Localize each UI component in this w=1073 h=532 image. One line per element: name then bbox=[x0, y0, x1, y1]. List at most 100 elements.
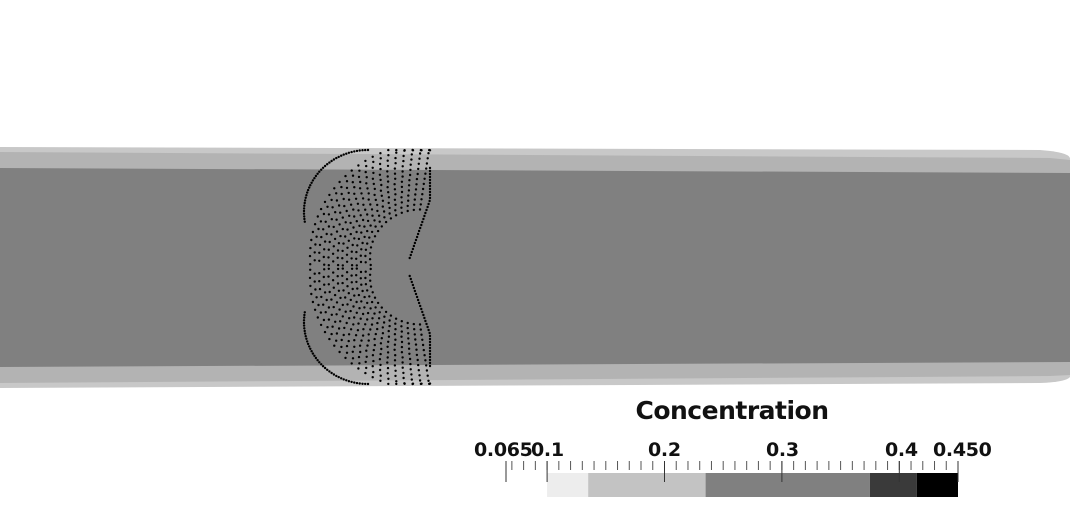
particle bbox=[365, 164, 368, 168]
particle bbox=[328, 240, 331, 244]
particle bbox=[422, 313, 425, 317]
particle-cloud bbox=[302, 148, 432, 386]
particle bbox=[407, 194, 410, 197]
particle bbox=[345, 271, 349, 274]
particle bbox=[338, 350, 341, 354]
particle bbox=[328, 161, 331, 164]
particle bbox=[359, 277, 362, 280]
particle bbox=[303, 329, 306, 333]
particle bbox=[322, 228, 325, 231]
particle bbox=[393, 348, 396, 351]
particle bbox=[316, 316, 319, 319]
particle bbox=[377, 317, 381, 320]
particle bbox=[340, 377, 343, 380]
particle bbox=[364, 270, 367, 273]
particle bbox=[330, 298, 333, 301]
particle bbox=[313, 354, 316, 357]
legend-tick-label: 0.065 bbox=[474, 439, 533, 461]
particle bbox=[365, 349, 368, 352]
particle bbox=[406, 321, 409, 325]
particle bbox=[365, 355, 368, 358]
particle bbox=[328, 370, 331, 373]
particle bbox=[417, 167, 420, 171]
particle bbox=[339, 234, 342, 238]
particle bbox=[302, 207, 306, 210]
particle bbox=[376, 229, 380, 233]
particle bbox=[364, 148, 367, 152]
particle bbox=[333, 237, 337, 241]
particle bbox=[344, 221, 347, 224]
particle bbox=[408, 274, 411, 278]
particle bbox=[427, 328, 430, 332]
particle bbox=[354, 334, 358, 337]
particle bbox=[425, 162, 429, 165]
particle bbox=[366, 219, 370, 223]
particle bbox=[393, 198, 397, 201]
particle bbox=[367, 339, 370, 342]
particle bbox=[394, 214, 398, 217]
particle bbox=[353, 339, 356, 342]
particle bbox=[309, 347, 312, 350]
particle bbox=[357, 355, 361, 359]
particle bbox=[333, 344, 336, 347]
particle bbox=[353, 316, 356, 319]
particle bbox=[386, 351, 390, 354]
particle bbox=[386, 345, 389, 348]
particle bbox=[372, 348, 375, 352]
particle bbox=[416, 358, 419, 362]
particle bbox=[335, 301, 339, 304]
particle bbox=[366, 382, 370, 386]
particle bbox=[337, 155, 340, 159]
particle bbox=[387, 148, 390, 152]
particle bbox=[340, 345, 343, 349]
particle bbox=[428, 364, 432, 368]
particle bbox=[357, 164, 360, 167]
legend-tick-label: 0.2 bbox=[648, 439, 681, 461]
particle bbox=[350, 250, 353, 253]
particle bbox=[349, 309, 352, 313]
particle bbox=[415, 177, 419, 181]
particle bbox=[407, 332, 410, 335]
particle bbox=[305, 194, 308, 197]
particle bbox=[323, 283, 326, 286]
particle bbox=[355, 311, 358, 314]
particle bbox=[327, 256, 330, 259]
particle bbox=[412, 208, 415, 212]
particle bbox=[428, 187, 432, 191]
particle bbox=[350, 380, 353, 384]
particle bbox=[359, 180, 362, 184]
particle bbox=[350, 281, 353, 284]
particle bbox=[334, 211, 337, 214]
particle bbox=[341, 303, 344, 307]
particle bbox=[366, 289, 369, 292]
particle bbox=[388, 319, 391, 322]
particle bbox=[423, 177, 426, 180]
particle bbox=[367, 198, 370, 201]
particle bbox=[308, 345, 311, 348]
particle bbox=[315, 235, 318, 238]
particle bbox=[376, 203, 379, 207]
particle bbox=[326, 368, 329, 371]
particle bbox=[363, 235, 366, 239]
particle bbox=[348, 317, 351, 320]
particle bbox=[351, 181, 354, 184]
particle bbox=[313, 251, 316, 254]
particle bbox=[394, 354, 397, 357]
particle bbox=[402, 371, 405, 375]
particle bbox=[387, 201, 390, 205]
particle bbox=[394, 177, 397, 180]
particle bbox=[327, 283, 330, 286]
particle bbox=[380, 337, 383, 340]
particle bbox=[428, 361, 432, 365]
particle bbox=[306, 188, 310, 192]
particle bbox=[393, 172, 397, 175]
particle bbox=[359, 260, 363, 264]
particle bbox=[371, 177, 375, 180]
particle bbox=[428, 175, 432, 179]
particle bbox=[358, 224, 361, 227]
particle bbox=[422, 348, 425, 352]
particle bbox=[382, 210, 386, 213]
particle bbox=[394, 209, 397, 212]
particle bbox=[384, 310, 388, 314]
